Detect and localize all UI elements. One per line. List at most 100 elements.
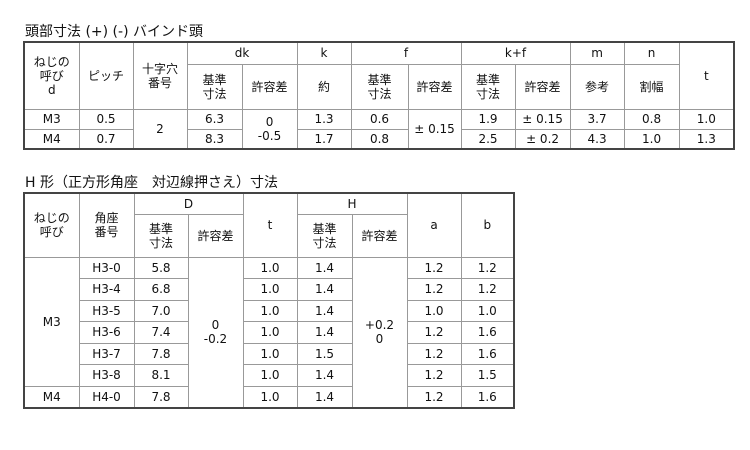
cell-D-tol: 0 -0.2 [187,256,244,408]
h-type-dimensions-table: ねじの 呼び 角座 番号 D t H a b 基準 寸法 許容差 基準 寸法 許… [23,192,515,409]
cell-H: 1.4 [296,299,353,322]
table1-title: 頭部寸法 (+) (-) バインド頭 [25,24,203,40]
cell-D: 7.4 [133,321,189,344]
cell-t: 1.0 [242,278,298,301]
cell-D: 7.8 [133,342,189,365]
cell-t: 1.0 [242,364,298,387]
header-D-basic: 基準 寸法 [133,213,189,258]
header-b: b [460,192,515,258]
cell-a: 1.2 [406,385,462,408]
cell-a: 1.2 [406,364,462,387]
cell-H: 1.4 [296,278,353,301]
header-a: a [406,192,462,258]
cell-H: 1.4 [296,385,353,408]
cell-d: M4 [23,128,80,150]
header-f-basic: 基準 寸法 [350,63,409,110]
header-nominal: ねじの 呼び [23,192,80,258]
cell-seat: H3-0 [78,256,135,279]
header-kf-basic: 基準 寸法 [460,63,516,110]
cell-a: 1.0 [406,299,462,322]
table-row: M4 H4-0 7.8 1.0 1.4 1.2 1.6 [23,385,515,408]
cell-kf: 2.5 [460,128,516,150]
cell-n: 1.0 [623,128,680,150]
table-row: M4 0.7 8.3 1.7 0.8 2.5 ± 0.2 4.3 1.0 1.3 [23,128,735,150]
cell-f: 0.6 [350,108,409,130]
table-row: M3 H3-0 5.8 0 -0.2 1.0 1.4 +0.2 0 1.2 1.2 [23,256,515,408]
cell-n: 0.8 [623,108,680,130]
cell-k: 1.7 [296,128,352,150]
cell-H-tol: +0.2 0 [351,256,408,408]
cell-nominal: M4 [23,385,80,408]
header-m: m [569,41,625,65]
header-seat: 角座 番号 [78,192,135,258]
header-H-basic: 基準 寸法 [296,213,353,258]
table-row: H3-5 7.0 1.0 1.4 1.0 1.0 [24,299,515,322]
cell-cross: 2 [132,108,188,150]
header-H: H [296,192,408,215]
table-row: H3-8 8.1 1.0 1.4 1.2 1.5 [24,364,515,387]
cell-seat: H3-6 [78,321,135,344]
header-k: k [296,41,352,65]
table-row: H3-4 6.8 1.0 1.4 1.2 1.2 [24,278,515,301]
cell-b: 1.6 [460,385,515,408]
header-dk-tol: 許容差 [241,63,298,110]
cell-kf: 1.9 [460,108,516,130]
cell-a: 1.2 [406,321,462,344]
table-row: H3-6 7.4 1.0 1.4 1.2 1.6 [24,321,515,344]
header-k-approx: 約 [296,63,352,110]
cell-b: 1.6 [460,342,515,365]
header-nominal: ねじの 呼び d [23,41,80,110]
cell-seat: H3-4 [78,278,135,301]
header-dk: dk [186,41,298,65]
cell-seat: H3-5 [78,299,135,322]
header-pitch: ピッチ [78,41,134,110]
head-dimensions-table: ねじの 呼び d ピッチ 十字穴 番号 dk k f k+f m n t 基準 … [23,41,736,150]
cell-H: 1.4 [296,364,353,387]
header-t: t [678,41,735,110]
header-D: D [133,192,244,215]
header-cross-recess: 十字穴 番号 [132,41,188,110]
cell-D: 8.1 [133,364,189,387]
header-dk-basic: 基準 寸法 [186,63,243,110]
cell-f-tol: ± 0.15 [407,108,462,150]
header-H-tol: 許容差 [351,213,408,258]
cell-H: 1.5 [296,342,353,365]
cell-dk: 8.3 [186,128,243,150]
header-t: t [242,192,298,258]
cell-b: 1.2 [460,256,515,279]
cell-H: 1.4 [296,321,353,344]
header-kf: k+f [460,41,571,65]
header-f-tol: 許容差 [407,63,462,110]
cell-pitch: 0.5 [78,108,134,130]
cell-D: 5.8 [133,256,189,279]
cell-nominal: M3 [23,256,80,387]
table-row: H3-7 7.8 1.0 1.5 1.2 1.6 [24,342,515,365]
cell-m: 3.7 [569,108,625,130]
table2-title: H 形（正方形角座 対辺線押さえ）寸法 [25,175,278,191]
cell-m: 4.3 [569,128,625,150]
cell-t: 1.0 [242,385,298,408]
cell-b: 1.6 [460,321,515,344]
cell-a: 1.2 [406,342,462,365]
cell-dk: 6.3 [186,108,243,130]
cell-seat: H4-0 [78,385,135,408]
cell-t: 1.0 [242,256,298,279]
header-m-ref: 参考 [569,63,625,110]
cell-b: 1.0 [460,299,515,322]
cell-d: M3 [23,108,80,130]
cell-D: 7.8 [133,385,189,408]
cell-k: 1.3 [296,108,352,130]
cell-H: 1.4 [296,256,353,279]
header-f: f [350,41,462,65]
cell-dk-tol: 0 -0.5 [241,108,298,150]
cell-D: 7.0 [133,299,189,322]
cell-kf-tol: ± 0.2 [514,128,571,150]
table-row: M3 0.5 2 6.3 0 -0.5 1.3 0.6 ± 0.15 1.9 ±… [23,108,735,150]
cell-t: 1.0 [678,108,735,130]
cell-t: 1.0 [242,321,298,344]
cell-kf-tol: ± 0.15 [514,108,571,130]
cell-t: 1.3 [678,128,735,150]
cell-a: 1.2 [406,256,462,279]
cell-t: 1.0 [242,342,298,365]
cell-seat: H3-8 [78,364,135,387]
